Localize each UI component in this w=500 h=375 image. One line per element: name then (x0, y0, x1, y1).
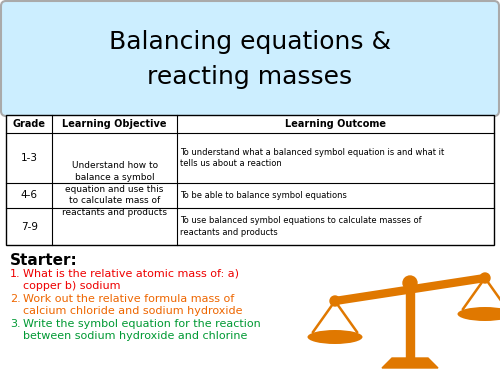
Text: 3.: 3. (10, 319, 20, 329)
FancyBboxPatch shape (1, 1, 499, 116)
Text: Work out the relative formula mass of
calcium chloride and sodium hydroxide: Work out the relative formula mass of ca… (23, 294, 242, 316)
Text: Grade: Grade (12, 119, 46, 129)
Text: To be able to balance symbol equations: To be able to balance symbol equations (180, 191, 346, 200)
Text: 1.: 1. (10, 269, 20, 279)
Circle shape (330, 296, 340, 306)
Text: Understand how to
balance a symbol
equation and use this
to calculate mass of
re: Understand how to balance a symbol equat… (62, 161, 167, 217)
Text: 4-6: 4-6 (20, 190, 38, 201)
Text: 7-9: 7-9 (20, 222, 38, 231)
Text: Starter:: Starter: (10, 253, 78, 268)
Text: 2.: 2. (10, 294, 21, 304)
Ellipse shape (458, 307, 500, 321)
Ellipse shape (308, 330, 362, 344)
Text: To use balanced symbol equations to calculate masses of
reactants and products: To use balanced symbol equations to calc… (180, 216, 422, 237)
Text: Write the symbol equation for the reaction
between sodium hydroxide and chlorine: Write the symbol equation for the reacti… (23, 319, 261, 341)
Text: Balancing equations &: Balancing equations & (109, 30, 391, 54)
Circle shape (403, 276, 417, 290)
Circle shape (480, 273, 490, 283)
Text: To understand what a balanced symbol equation is and what it
tells us about a re: To understand what a balanced symbol equ… (180, 148, 444, 168)
Text: reacting masses: reacting masses (148, 65, 352, 89)
Polygon shape (382, 358, 438, 368)
Text: Learning Objective: Learning Objective (62, 119, 167, 129)
Bar (6, 115, 494, 245)
Text: Learning Outcome: Learning Outcome (285, 119, 386, 129)
Text: What is the relative atomic mass of: a)
copper b) sodium: What is the relative atomic mass of: a) … (23, 269, 239, 291)
Text: 1-3: 1-3 (20, 153, 38, 163)
Polygon shape (406, 290, 414, 358)
